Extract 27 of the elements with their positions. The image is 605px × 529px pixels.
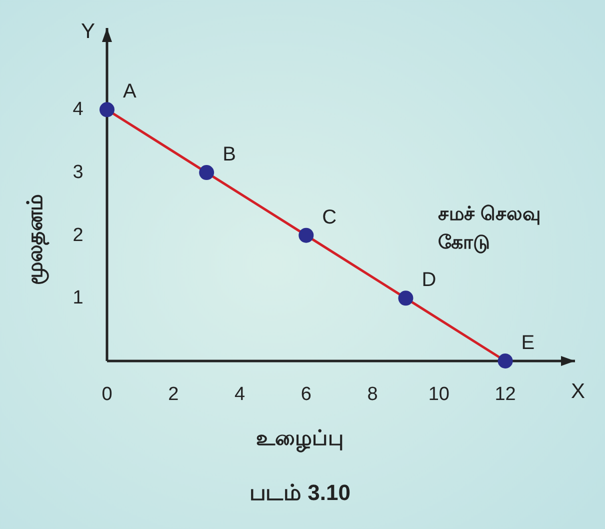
annotation: A [123, 80, 137, 103]
annotation: E [521, 332, 535, 354]
annotation: D [422, 269, 436, 292]
annotation: B [222, 144, 236, 166]
y-tick-label: 1 [72, 288, 84, 309]
text: படம் 3.10 [250, 480, 350, 505]
point [498, 354, 513, 368]
text: X [570, 380, 586, 403]
annotation: C [322, 206, 337, 228]
x-tick-label: 8 [367, 384, 378, 405]
x-tick-label: 2 [168, 384, 179, 405]
x-tick-label: 10 [428, 384, 450, 405]
x-tick-label: 0 [102, 384, 112, 405]
x-axis-title: உழைப்பு [256, 427, 344, 453]
y-axis-title: மூலதனம் [24, 194, 50, 285]
x-tick-label: 4 [234, 384, 246, 405]
point [199, 165, 214, 180]
point [100, 102, 114, 118]
point [298, 228, 314, 243]
y-tick-label: 3 [72, 162, 84, 184]
x-tick-label: 12 [494, 384, 516, 405]
y-tick-label: 2 [72, 224, 84, 246]
text: Y [80, 20, 96, 43]
y-tick-label: 4 [72, 99, 84, 120]
x-tick-label: 6 [300, 384, 312, 405]
annotation: சமச் செலவு கோடு [438, 204, 540, 254]
point [398, 290, 414, 306]
